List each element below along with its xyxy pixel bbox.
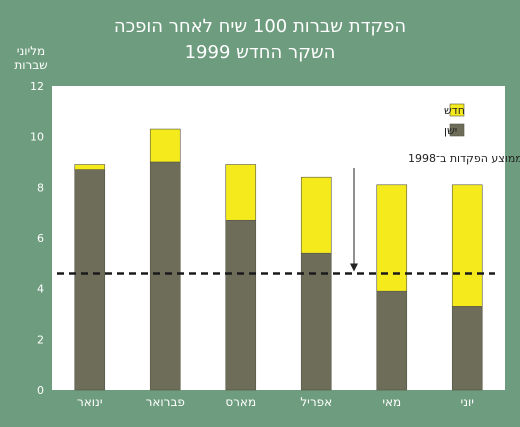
y-tick-label: 2: [37, 333, 44, 346]
bar-new: [376, 184, 408, 292]
y-tick-label: 0: [37, 384, 44, 397]
y-tick-label: 12: [30, 80, 44, 93]
x-tick-label: מארס: [225, 395, 256, 409]
chart-title: הפקדת שברות 100 שיח לאחר הופכה השקר החדש…: [0, 14, 520, 66]
y-tick-label: 6: [37, 232, 44, 245]
bar-new: [225, 164, 257, 221]
bar-old: [225, 219, 257, 391]
chart-title-line1: הפקדת שברות 100 שיח לאחר הופכה: [113, 16, 407, 37]
reference-line-label: ממוצע הפקדות ב־1998: [408, 152, 520, 165]
legend-swatch: [449, 123, 465, 137]
x-tick-label: אפריל: [300, 395, 332, 409]
y-axis-label: מליוני שברות: [14, 44, 48, 72]
y-tick-label: 4: [37, 283, 44, 296]
x-tick-label: יוני: [461, 395, 474, 409]
legend-label: חדש: [444, 104, 465, 117]
chart-subtitle: השקר החדש 1999: [184, 42, 336, 63]
bar-old: [376, 290, 408, 391]
bar-old: [300, 252, 332, 391]
y-tick-label: 8: [37, 181, 44, 194]
legend-swatch: [449, 103, 465, 117]
legend-label: ישן: [444, 124, 457, 137]
bar-old: [74, 169, 106, 391]
x-tick-label: פברואר: [146, 395, 185, 409]
x-tick-label: ינואר: [77, 395, 103, 409]
reference-arrow-head: [350, 263, 358, 272]
bar-old: [149, 161, 181, 391]
y-tick-label: 10: [30, 131, 44, 144]
bar-new: [300, 176, 332, 254]
bar-new: [149, 128, 181, 163]
bar-new: [74, 164, 106, 170]
plot-area: [52, 86, 505, 390]
bar-old: [451, 306, 483, 391]
bar-new: [451, 184, 483, 307]
x-tick-label: מאי: [382, 395, 401, 409]
